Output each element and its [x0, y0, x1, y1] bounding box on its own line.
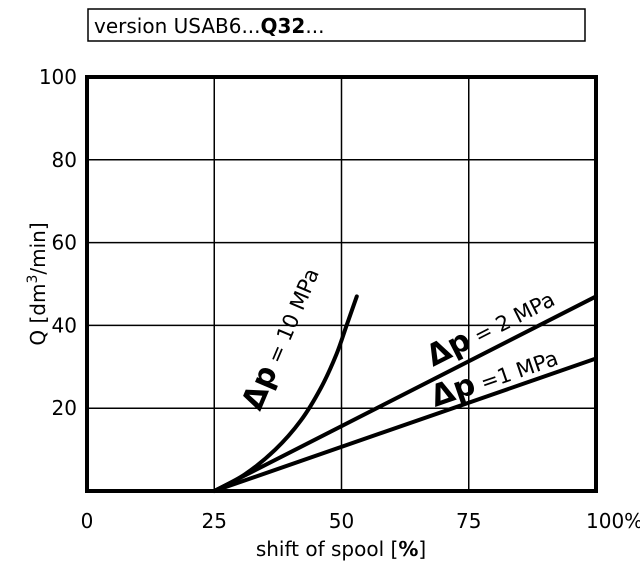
y-tick-label-20: 20 — [52, 396, 77, 420]
y-tick-label-80: 80 — [52, 148, 77, 172]
y-axis-label: Q [dm3/min] — [25, 222, 50, 345]
x-tick-label-25: 25 — [202, 509, 227, 533]
y-tick-label-40: 40 — [52, 313, 77, 337]
y-tick-labels: 20 40 60 80 100 — [39, 65, 77, 420]
series-line-2 — [212, 356, 598, 493]
series-label-10mpa: Δp = 10 MPa — [235, 262, 327, 415]
x-tick-label-75: 75 — [456, 509, 481, 533]
x-tick-label-50: 50 — [329, 509, 354, 533]
x-tick-label-0: 0 — [81, 509, 94, 533]
series-line-1 — [212, 294, 598, 493]
version-box-frame — [87, 8, 586, 42]
version-box-text: version USAB6...Q32... — [94, 14, 324, 38]
y-tick-label-60: 60 — [52, 231, 77, 255]
plot-frame — [85, 75, 598, 493]
y-tick-label-100: 100 — [39, 65, 77, 89]
version-box: version USAB6...Q32... — [87, 8, 586, 42]
series — [212, 294, 598, 493]
x-axis-label: shift of spool [%] — [256, 537, 426, 561]
grid — [87, 77, 596, 491]
x-tick-label-100: 100% — [586, 509, 640, 533]
x-tick-labels: 0 25 50 75 100% — [81, 509, 640, 533]
